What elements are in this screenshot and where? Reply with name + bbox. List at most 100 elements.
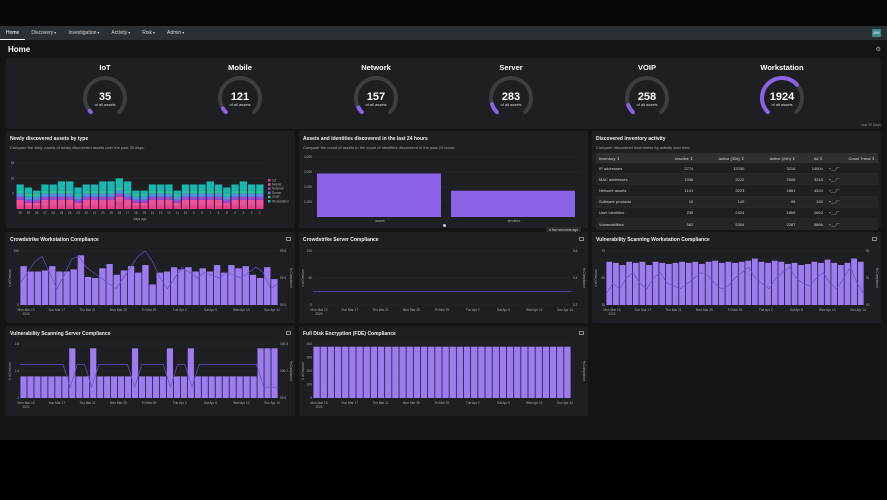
expand-icon[interactable] xyxy=(579,331,584,335)
x-tick-label: 2024 xyxy=(22,312,29,316)
column-header[interactable]: Inactive ⇕ xyxy=(657,153,697,163)
bar-segment xyxy=(41,199,49,206)
expand-icon[interactable] xyxy=(579,237,584,241)
y-tick-label: 100 xyxy=(307,383,313,387)
x-tick-label: Wed Apr 10 xyxy=(526,401,543,405)
bar-segment xyxy=(148,199,157,206)
nav-discovery[interactable]: Discovery▾ xyxy=(31,30,57,36)
pager-dot[interactable] xyxy=(443,224,446,227)
gauge-mobile[interactable]: Mobile 121 of all assets xyxy=(210,63,270,122)
nav-home[interactable]: Home xyxy=(0,26,26,40)
bar xyxy=(327,346,335,398)
table-row[interactable]: Network assets 1101 3223 2881 4324 ⌐__/‾‾ xyxy=(596,184,878,197)
newly-discovered-panel: Newly discovered assets by type Compare … xyxy=(6,131,295,228)
gauge-voip[interactable]: VOIP 258 of all assets xyxy=(617,63,677,122)
column-header[interactable]: Count Trend ⇕ xyxy=(825,153,878,163)
bar xyxy=(152,376,160,398)
gauge-value: 283 xyxy=(502,91,520,103)
gauge-sublabel: of all assets xyxy=(500,102,521,107)
x-tick-label: 13 xyxy=(159,211,163,215)
table-row[interactable]: IP addresses 2774 13330 3216 14004 ⌐__/‾‾ xyxy=(596,163,878,175)
bar-segment xyxy=(57,196,66,200)
bar xyxy=(406,346,413,398)
y2-tick-label: 92 xyxy=(866,249,870,253)
column-header[interactable]: Inventory ⇕ xyxy=(596,153,658,163)
expand-icon[interactable] xyxy=(286,331,291,335)
table-row[interactable]: MAC addresses 1056 3222 2608 4318 ⌐__/‾‾ xyxy=(596,173,878,186)
column-header[interactable]: All ⇕ xyxy=(798,153,826,163)
gauge-value: 35 xyxy=(99,91,111,103)
gear-icon[interactable]: ⚙ xyxy=(875,47,881,53)
bar-segment xyxy=(256,205,264,209)
x-tick-label: 16 xyxy=(134,211,138,215)
bar xyxy=(659,262,666,305)
bar xyxy=(751,258,758,305)
bar-segment xyxy=(206,193,214,197)
expand-icon[interactable] xyxy=(286,237,291,241)
nav-activity[interactable]: Activity▾ xyxy=(111,30,131,36)
bar xyxy=(564,346,571,398)
x-tick-label: Sun Mar 17 xyxy=(342,308,359,312)
bar xyxy=(76,376,83,398)
table-cell: 2608 xyxy=(747,173,799,186)
y-tick-label: 200 xyxy=(307,369,313,373)
bar xyxy=(844,262,851,305)
bar xyxy=(798,265,805,305)
x-tick-label: 8 xyxy=(201,211,203,215)
bar-segment xyxy=(16,205,24,209)
fde-compliance-chart: # of Devices% Compliance4003002001000Mon… xyxy=(301,342,586,409)
gauge-server[interactable]: Server 283 of all assets xyxy=(481,63,541,122)
refresh-badge: a few seconds ago xyxy=(546,227,582,233)
bar xyxy=(619,265,626,305)
gauge-iot[interactable]: IoT 35 of all assets xyxy=(75,63,135,122)
panel-title: Newly discovered assets by type xyxy=(10,136,89,142)
y2-tick-label: 0.6 xyxy=(573,249,578,253)
bar xyxy=(528,346,535,398)
nav-investigation[interactable]: Investigation▾ xyxy=(68,30,100,36)
bar xyxy=(313,346,320,398)
bar-segment xyxy=(140,190,148,194)
top-nav: Home Discovery▾ Investigation▾ Activity▾… xyxy=(0,26,887,40)
nav-risk[interactable]: Risk▾ xyxy=(142,30,156,36)
table-row[interactable]: Software products 10 149 95 159 ⌐__/‾‾ xyxy=(596,196,878,208)
table-row[interactable]: Vulnerabilities 562 5304 2287 5866 ⌐__/‾‾ xyxy=(596,218,878,231)
bar-segment xyxy=(157,184,165,191)
bar xyxy=(758,261,765,305)
expand-icon[interactable] xyxy=(872,237,877,241)
bar-segment xyxy=(256,184,264,191)
trend-sparkline: ⌐__/‾‾ xyxy=(825,163,878,175)
gauge-network[interactable]: Network 157 of all assets xyxy=(346,63,406,122)
assets-identities-chart: 4,000 3,000 2,000 1,000 assets identities xyxy=(304,155,581,223)
x-tick-label: 28 xyxy=(35,211,39,215)
x-tick-label: Sat Apr 6 xyxy=(497,308,510,312)
x-tick-label: Fri Mar 29 xyxy=(142,401,157,405)
x-tick-label: 10 xyxy=(184,211,188,215)
table-cell: 13330 xyxy=(696,163,748,175)
legend-swatch xyxy=(268,200,271,203)
bar-segment xyxy=(33,193,41,197)
table-cell: 159 xyxy=(798,196,826,208)
bar-segment xyxy=(123,181,132,191)
gauge-fill xyxy=(356,105,364,115)
nav-admin[interactable]: Admin▾ xyxy=(167,30,185,36)
bar xyxy=(213,265,221,305)
bar xyxy=(249,274,257,305)
bar-segment xyxy=(82,193,90,197)
x-tick-label: Thu Mar 21 xyxy=(372,401,389,405)
column-header[interactable]: Active (30d) ⇕ xyxy=(696,153,748,163)
table-row[interactable]: User identities 239 2424 1869 2663 ⌐__/‾‾ xyxy=(596,207,878,219)
user-avatar[interactable]: AW xyxy=(872,29,881,37)
bar-segment xyxy=(223,196,231,200)
bar-segment xyxy=(41,193,49,197)
bar-segment xyxy=(223,193,231,197)
gauge-workstation[interactable]: Workstation 1924 of all assets xyxy=(752,63,812,122)
bar-segment xyxy=(223,205,231,209)
x-tick-label: identities xyxy=(508,219,521,223)
bar-segment xyxy=(140,199,148,203)
bar-segment xyxy=(123,196,132,200)
table-cell: 4318 xyxy=(798,173,826,186)
bar-segment xyxy=(24,196,33,200)
bar-segment xyxy=(148,193,157,197)
column-header[interactable]: Active (24h) ⇕ xyxy=(747,153,799,163)
